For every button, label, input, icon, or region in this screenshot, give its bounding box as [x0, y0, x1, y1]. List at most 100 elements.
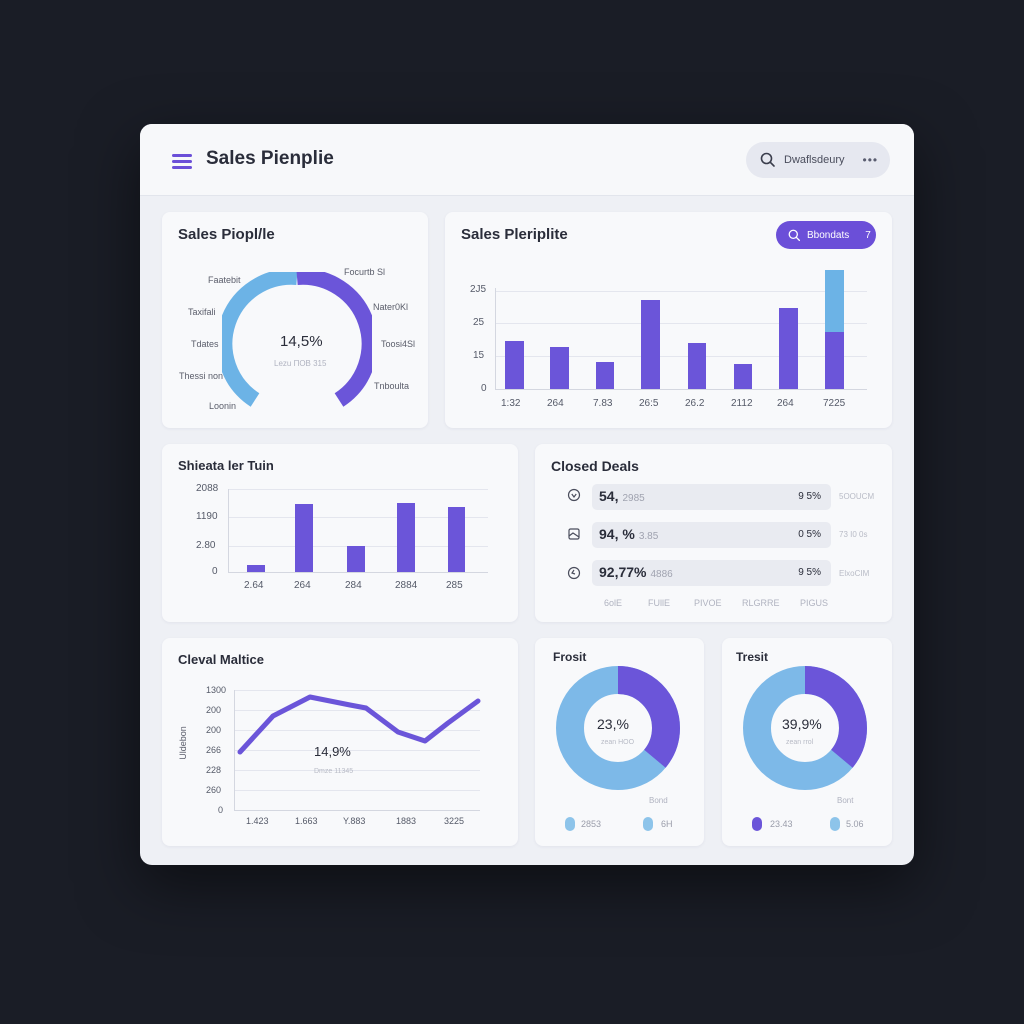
deal-row[interactable]: 54, 2985 9 5% — [592, 484, 831, 510]
y-tick: 200 — [206, 705, 222, 715]
gauge-label-right: Toosi4Sl — [381, 339, 416, 349]
gridline — [234, 790, 480, 791]
donut-card-trest: Tresit 39,9% zean rrol Bont 23.43 5.06 — [722, 638, 892, 846]
x-axis — [228, 572, 488, 573]
donut-value: 23,% — [597, 716, 629, 732]
bar[interactable] — [734, 364, 752, 389]
y-axis — [234, 690, 235, 810]
bar[interactable] — [448, 507, 465, 572]
y-tick: 228 — [206, 765, 222, 775]
x-tick: 1.663 — [295, 816, 318, 826]
x-tick: 7.83 — [593, 398, 613, 409]
deal-value: 94, % 3.85 — [599, 526, 659, 542]
sales-bar-card: Sales Pleriplite Bbondats 7 2J5 25 15 0 … — [445, 212, 892, 428]
bar[interactable] — [295, 504, 313, 572]
line-series[interactable] — [162, 638, 518, 846]
y-tick: 1190 — [196, 511, 218, 522]
y-tick: 0 — [481, 383, 487, 394]
y-tick: 200 — [206, 725, 222, 735]
x-tick: Y.883 — [343, 816, 366, 826]
footer-label: PIVOE — [694, 598, 722, 608]
donut-note: Bond — [649, 796, 668, 805]
dashboard-window: Sales Pienplie Dwaflsdeury ••• Sales Pio… — [140, 124, 914, 865]
gridline — [234, 730, 480, 731]
card-title: Tresit — [736, 650, 769, 664]
app-title: Sales Pienplie — [206, 148, 334, 169]
bar[interactable] — [247, 565, 265, 572]
y-tick: 2J5 — [470, 284, 487, 295]
gauge-label-left: Loonin — [209, 401, 237, 411]
x-tick: 2884 — [395, 580, 418, 591]
x-axis — [234, 810, 480, 811]
gauge-label-right: Nater0Kl — [373, 302, 409, 312]
x-tick: 3225 — [444, 816, 465, 826]
x-tick: 264 — [777, 398, 794, 409]
y-tick: 25 — [473, 317, 485, 328]
bar-segment-secondary[interactable] — [825, 270, 844, 332]
x-tick: 1.423 — [246, 816, 269, 826]
image-icon — [567, 527, 581, 541]
gauge-card: Sales Piopl/le 14,5% Lezu ПОВ 315 Faateb… — [162, 212, 428, 428]
gauge-chart — [222, 272, 372, 407]
x-tick: 1:32 — [501, 398, 521, 409]
deal-side-label: ElxoCIM — [839, 569, 870, 578]
deal-row[interactable]: 92,77% 4886 9 5% — [592, 560, 831, 586]
bar[interactable] — [779, 308, 798, 389]
y-tick: 1300 — [206, 685, 227, 695]
y-tick: 260 — [206, 785, 222, 795]
more-options-icon[interactable]: ••• — [862, 153, 879, 167]
bar[interactable] — [688, 343, 706, 389]
gauge-label-left: Tdates — [191, 339, 219, 349]
deal-percent: 9 5% — [798, 491, 821, 502]
bar[interactable] — [347, 546, 365, 572]
donut-chart[interactable] — [555, 665, 681, 791]
gauge-label-right: Focurtb Sl — [344, 267, 386, 277]
gauge-label-left: Taxifali — [188, 307, 216, 317]
card-title: Frosit — [553, 650, 587, 664]
donut-value: 39,9% — [782, 716, 822, 732]
bar[interactable] — [505, 341, 524, 389]
gridline — [495, 356, 867, 357]
deal-row[interactable]: 94, % 3.85 0 5% — [592, 522, 831, 548]
deal-value: 54, 2985 — [599, 488, 645, 504]
line-chart-card: Cleval Maltice 1300 200 200 266 228 260 … — [162, 638, 518, 846]
legend-swatch — [752, 817, 762, 831]
donut-caption: zean HOO — [601, 739, 635, 746]
y-axis — [228, 489, 229, 572]
filter-count: 7 — [865, 229, 871, 241]
x-tick: 264 — [547, 398, 564, 409]
donut-note: Bont — [837, 796, 854, 805]
x-tick: 284 — [345, 580, 362, 591]
clock-icon — [567, 566, 581, 580]
footer-label: PIGUS — [800, 598, 829, 608]
deal-percent: 0 5% — [798, 529, 821, 540]
team-bar-card: Shieata ler Tuin 2088 1190 2.80 0 2.64 2… — [162, 444, 518, 622]
y-tick: 2.80 — [196, 540, 216, 551]
bar[interactable] — [825, 332, 844, 389]
y-tick: 266 — [206, 745, 222, 755]
filter-button[interactable]: Bbondats 7 — [776, 221, 876, 249]
card-title: Sales Pleriplite — [461, 226, 568, 243]
bar[interactable] — [550, 347, 569, 389]
legend-label: 2853 — [581, 819, 602, 829]
search-label: Dwaflsdeury — [784, 154, 845, 166]
x-tick: 7225 — [823, 398, 846, 409]
bar[interactable] — [596, 362, 614, 389]
gauge-value: 14,5% — [280, 333, 323, 350]
donut-chart[interactable] — [742, 665, 868, 791]
gauge-caption: Lezu ПОВ 315 — [274, 359, 327, 368]
donut-card-front: Frosit 23,% zean HOO Bond 2853 6H — [535, 638, 704, 846]
closed-deals-card: Closed Deals 54, 2985 9 5% 5OOUCM 94, % 3.… — [535, 444, 892, 622]
gridline — [495, 323, 867, 324]
card-title: Cleval Maltice — [178, 652, 264, 667]
hamburger-menu-icon[interactable] — [172, 154, 192, 170]
gauge-label-left: Faatebit — [208, 275, 241, 285]
deal-side-label: 73 I0 0s — [839, 530, 868, 539]
card-title: Closed Deals — [551, 458, 639, 474]
search-bar[interactable]: Dwaflsdeury ••• — [746, 142, 890, 178]
bar[interactable] — [641, 300, 660, 389]
y-tick: 0 — [218, 805, 224, 815]
bar[interactable] — [397, 503, 415, 572]
legend-swatch — [830, 817, 840, 831]
deal-side-label: 5OOUCM — [839, 492, 875, 501]
